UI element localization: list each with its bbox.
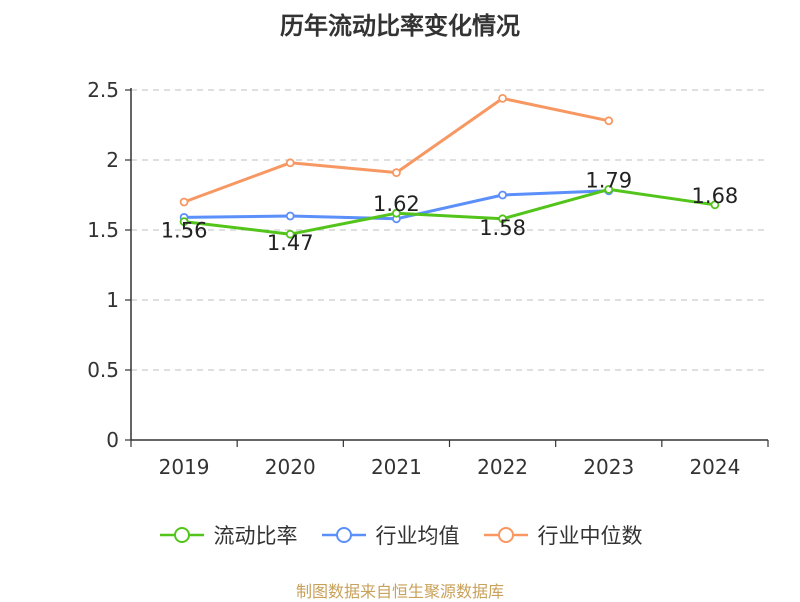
data-point-current_ratio — [498, 214, 507, 224]
data-point-current_ratio — [179, 217, 189, 227]
x-tick-label: 2023 — [583, 455, 634, 479]
data-point-industry_median — [498, 94, 507, 103]
data-point-current_ratio — [710, 200, 720, 210]
data-label: 1.62 — [373, 192, 420, 216]
data-point-industry_median — [285, 158, 295, 168]
axes: 0 0.5 1 1.5 2 2.5 2019 2020 2021 2022 2023 2024 — [87, 78, 769, 479]
legend: 流动比率 行业均值 行业中位数 — [0, 520, 800, 550]
y-tick-label: 0 — [106, 428, 119, 452]
legend-label: 行业均值 — [375, 524, 460, 548]
data-point-industry_median — [604, 116, 614, 126]
data-label: 1.68 — [692, 184, 739, 208]
x-tick-label: 2019 — [159, 455, 210, 479]
x-tick-label: 2022 — [477, 455, 528, 479]
chart-title: 历年流动比率变化情况 — [280, 12, 520, 40]
legend-label: 行业中位数 — [537, 524, 643, 548]
series-line-industry_median — [183, 96, 610, 204]
y-tick-label: 2.5 — [87, 78, 119, 102]
x-tick-label: 2020 — [265, 455, 316, 479]
y-tick-label: 1.5 — [87, 218, 119, 242]
data-point-industry_median — [179, 197, 189, 207]
data-source: 制图数据来自恒生聚源数据库 — [295, 582, 504, 601]
legend-item-industry-median[interactable]: 行业中位数 — [482, 520, 643, 550]
data-point-current_ratio — [392, 208, 401, 218]
y-tick-label: 0.5 — [87, 358, 119, 382]
legend-industry-median-icon — [483, 527, 528, 543]
y-tick-label: 1 — [106, 288, 119, 312]
y-tick-label: 2 — [106, 148, 119, 172]
data-label: 1.79 — [585, 168, 632, 192]
legend-item-current-ratio[interactable]: 流动比率 — [158, 520, 298, 550]
data-label: 1.56 — [161, 219, 208, 243]
legend-current-ratio-icon — [159, 527, 204, 543]
data-labels: 1.56 1.47 1.62 1.58 1.79 1.68 — [161, 168, 739, 255]
legend-label: 流动比率 — [213, 524, 298, 548]
series-lines — [179, 94, 720, 239]
legend-industry-mean-icon — [321, 527, 366, 543]
data-label: 1.58 — [479, 216, 526, 240]
data-label: 1.47 — [267, 231, 314, 255]
data-point-current_ratio — [285, 229, 295, 239]
grid-lines — [131, 89, 768, 371]
data-point-industry_mean — [285, 211, 295, 221]
series-line-current_ratio — [183, 187, 716, 236]
data-point-industry_median — [392, 168, 401, 178]
data-point-industry_mean — [498, 190, 507, 200]
data-point-current_ratio — [604, 184, 614, 194]
x-tick-label: 2024 — [689, 455, 740, 479]
legend-item-industry-mean[interactable]: 行业均值 — [320, 520, 460, 550]
x-tick-label: 2021 — [371, 455, 422, 479]
